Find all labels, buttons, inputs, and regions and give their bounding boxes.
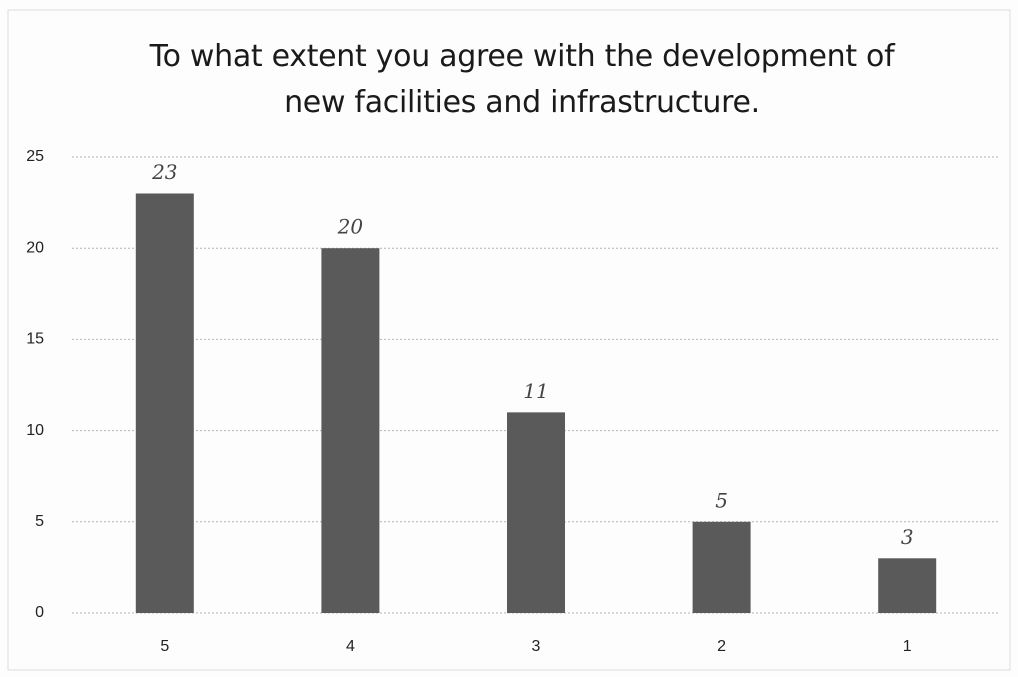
data-label: 20 [337, 215, 364, 239]
bar [692, 521, 751, 613]
y-tick-label: 25 [26, 148, 44, 165]
data-label: 11 [523, 379, 548, 403]
bar [878, 558, 937, 613]
y-tick-label: 15 [26, 331, 44, 348]
x-tick-label: 2 [717, 638, 726, 655]
x-tick-label: 4 [346, 638, 355, 655]
data-label: 5 [715, 488, 728, 512]
y-tick-label: 5 [35, 513, 44, 530]
x-tick-label: 5 [160, 638, 169, 655]
data-label: 23 [151, 160, 177, 184]
bar [507, 412, 565, 613]
bar [135, 193, 194, 614]
y-tick-label: 0 [35, 604, 44, 621]
x-tick-label: 3 [532, 638, 541, 655]
bar [321, 248, 380, 613]
x-tick-label: 1 [903, 638, 912, 655]
chart-frame [7, 9, 1011, 671]
y-tick-label: 20 [26, 239, 44, 256]
chart-title: To what extent you agree with the develo… [149, 39, 895, 120]
y-tick-label: 10 [26, 422, 44, 439]
data-label: 3 [901, 525, 914, 549]
